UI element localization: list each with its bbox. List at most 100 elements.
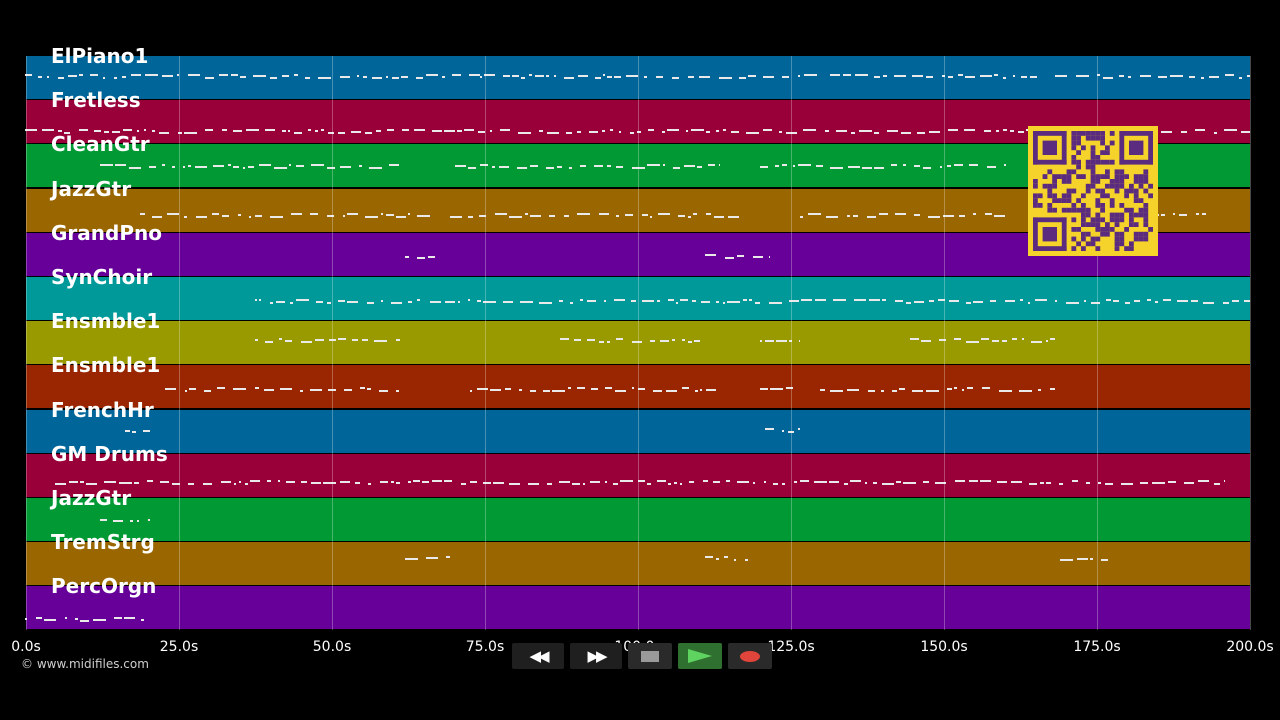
midi-note [270,215,283,218]
midi-note [703,479,708,482]
midi-note [632,387,634,390]
midi-note [340,76,350,78]
midi-note [94,130,101,133]
midi-note [765,340,774,343]
midi-note [605,387,612,390]
midi-note [414,129,425,132]
track-row[interactable]: ElPiano1 [25,44,1250,100]
track-row[interactable]: JazzGtr [26,486,1250,542]
midi-note [994,74,998,76]
midi-note [686,130,688,133]
midi-note [980,479,991,482]
midi-note [577,212,590,215]
midi-note [1021,76,1027,78]
midi-note [483,301,496,303]
midi-note [967,387,973,390]
midi-note [1140,75,1151,77]
rewind-button[interactable]: ◀◀ [512,643,564,669]
midi-note [528,482,539,485]
midi-note [328,389,336,392]
track-row[interactable]: GM Drums [26,442,1250,498]
midi-note [1209,76,1219,78]
track-row[interactable]: FrenchHr [26,398,1250,454]
midi-note [530,214,541,217]
midi-note [389,164,399,167]
midi-note [650,215,652,218]
midi-note [401,76,408,78]
midi-note [631,300,636,302]
midi-note [1020,299,1023,301]
midi-note [1103,77,1113,79]
midi-note [115,164,126,167]
midi-note [93,619,106,622]
midi-note [801,299,812,301]
midi-note [701,301,710,303]
midi-note [279,338,282,341]
midi-note [205,129,213,132]
midi-note [719,77,732,79]
midi-note [340,166,351,169]
midi-note [188,74,200,76]
midi-note [1225,74,1234,76]
midi-note [478,131,485,134]
midi-note [616,214,619,217]
midi-note [591,388,598,391]
midi-note [798,164,811,167]
track-row[interactable]: PercOrgn [25,574,1250,631]
midi-note [205,77,214,79]
midi-note [327,214,334,217]
midi-note [779,131,782,134]
midi-note [714,215,724,218]
midi-note [662,131,665,134]
midi-note [90,74,98,76]
midi-note [458,301,460,303]
midi-note [798,427,800,430]
midi-note [405,255,409,258]
track-row[interactable]: SynChoir [26,265,1250,321]
play-button[interactable] [678,643,722,669]
track-row[interactable]: Ensmble1 [26,353,1250,410]
fast-forward-button[interactable]: ▶▶ [570,643,622,669]
midi-note [1214,482,1220,485]
midi-note [954,338,961,341]
midi-note [630,132,634,135]
midi-note [1201,77,1204,79]
midi-note [830,167,843,170]
midi-note [614,76,621,78]
midi-note [981,338,989,341]
midi-note [800,215,803,218]
midi-note [221,480,231,483]
midi-note [426,74,438,76]
midi-note [716,558,719,561]
track-label: TremStrg [51,530,155,555]
midi-note [104,480,116,483]
midi-note [638,479,645,482]
qr-code[interactable] [1028,126,1158,256]
midi-note [352,339,358,342]
stop-button[interactable] [628,643,672,669]
midi-note [1076,75,1089,77]
midi-note [238,213,241,216]
midi-note [962,389,964,392]
time-tick-label: 75.0s [465,639,505,655]
midi-note [1060,559,1073,562]
midi-note [369,167,382,170]
midi-note [653,390,662,393]
midi-note [847,214,850,217]
midi-note [444,479,452,482]
midi-note [836,130,847,133]
midi-note [719,164,720,167]
track-row[interactable]: TremStrg [26,530,1250,587]
midi-note [883,75,887,77]
midi-note [737,480,749,483]
midi-note [311,481,321,484]
midi-note [188,165,191,168]
midi-note [697,166,702,169]
track-row[interactable]: Ensmble1 [26,309,1250,366]
track-label: ElPiano1 [51,44,149,68]
record-button[interactable] [728,643,772,669]
midi-note [468,299,470,301]
piano-roll[interactable]: ElPiano1 Fretless CleanGtr JazzGtr GrandPno S… [25,44,1251,631]
midi-note [815,299,826,301]
midi-note [493,481,504,484]
